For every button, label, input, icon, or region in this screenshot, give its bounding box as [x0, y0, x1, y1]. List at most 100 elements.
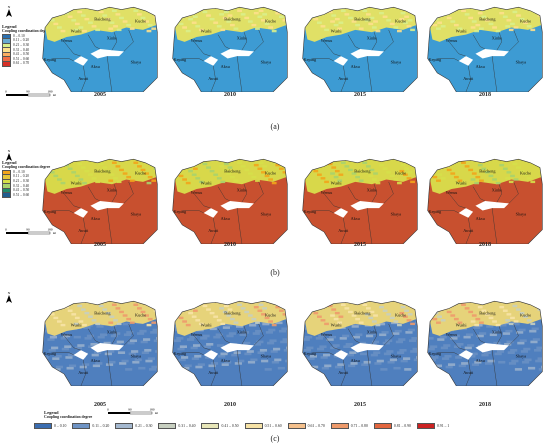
place-label: Wushi — [456, 28, 468, 33]
place-label: Xinhe — [237, 329, 248, 334]
place-label: Wushi — [201, 28, 213, 33]
place-label: Baicheng — [354, 310, 371, 315]
scale-label: 0 — [5, 228, 7, 232]
place-label: Kuche — [135, 171, 146, 176]
map-panel: Legend Coupling coordination degree 0 – 0.… — [0, 149, 550, 290]
place-label: Awati — [78, 76, 89, 81]
place-label: Keping — [429, 351, 442, 356]
place-label: Baicheng — [479, 310, 496, 315]
map-panel: Legend Coupling coordination degree 0 – 0.… — [0, 0, 550, 145]
legend-range: 0.41 – 0.50 — [13, 188, 30, 193]
place-label: Aksu — [221, 216, 231, 221]
legend-range: 0 – 0.10 — [54, 424, 67, 428]
place-label: Awati — [463, 76, 474, 81]
map-legend: Legend Coupling coordination degree — [44, 410, 92, 420]
year-label: 2010 — [224, 402, 236, 408]
legend-item: 0.81 – 0.90 — [373, 423, 411, 429]
scale-label: 0 — [107, 408, 109, 412]
place-label: Keping — [174, 57, 187, 62]
legend-swatch — [373, 423, 392, 429]
panel-label: (a) — [270, 122, 280, 131]
legend-subtitle: Coupling coordination degree — [2, 165, 51, 169]
region-map: Wushi Baicheng Kuche Wensu Xinhe Aksu Shaya Awa… — [302, 158, 418, 244]
year-label: 2015 — [354, 242, 366, 248]
region-map: Wushi Baicheng Kuche Wensu Xinhe Aksu Shaya Awa… — [172, 300, 288, 386]
place-label: Xinhe — [237, 187, 248, 192]
place-label: Keping — [174, 351, 187, 356]
region-map: Wushi Baicheng Kuche Wensu Xinhe Aksu Shaya Awa… — [302, 300, 418, 386]
place-label: Xinhe — [367, 187, 378, 192]
place-label: Keping — [429, 57, 442, 62]
legend-range: 0.11 – 0.20 — [92, 424, 110, 428]
place-label: Kuche — [395, 171, 406, 176]
scale-label: 0 — [5, 90, 7, 94]
place-label: Wensu — [446, 332, 458, 337]
region-map: Wushi Baicheng Kuche Wensu Xinhe Aksu Shaya Awa… — [42, 300, 158, 386]
legend-swatch — [158, 423, 177, 429]
place-label: Xinhe — [367, 35, 378, 40]
legend-range: 0 – 0.10 — [13, 169, 25, 174]
place-label: Wensu — [321, 38, 333, 43]
place-label: Kuche — [265, 19, 276, 24]
place-label: Xinhe — [492, 187, 503, 192]
place-label: Aksu — [91, 358, 101, 363]
region-map: Wushi Baicheng Kuche Wensu Xinhe Aksu Shaya Awa… — [427, 158, 543, 244]
map-panel: N Wushi Baicheng Kuche Wensu Xinhe Aksu Shaya Aw… — [0, 290, 550, 446]
panel-label: (b) — [270, 268, 280, 277]
legend-range: 0.31 – 0.40 — [13, 47, 30, 52]
legend-swatch — [34, 423, 52, 429]
scale-label: 90 — [26, 228, 30, 232]
place-label: Wushi — [456, 322, 468, 327]
north-label: N — [8, 149, 11, 153]
place-label: Awati — [208, 228, 219, 233]
year-label: 2018 — [479, 402, 491, 408]
place-label: Baicheng — [94, 310, 111, 315]
legend-swatch — [2, 61, 11, 67]
year-label: 2005 — [94, 402, 106, 408]
place-label: Kuche — [135, 19, 146, 24]
place-label: Xinhe — [107, 329, 118, 334]
place-label: Baicheng — [94, 16, 111, 21]
legend-item: 0.51 – 0.60 — [244, 423, 282, 429]
legend-range: 0 – 0.10 — [13, 33, 25, 38]
place-label: Shaya — [261, 211, 272, 216]
place-label: Wensu — [446, 190, 458, 195]
place-label: Wushi — [331, 180, 343, 185]
place-label: Wushi — [456, 180, 468, 185]
place-label: Baicheng — [94, 168, 111, 173]
legend-item: 0.91 – 1 — [416, 423, 449, 429]
place-label: Wensu — [321, 332, 333, 337]
place-label: Shaya — [131, 353, 142, 358]
legend-range: 0.51 – 0.60 — [13, 192, 30, 197]
place-label: Xinhe — [107, 187, 118, 192]
legend-swatch — [115, 423, 134, 429]
place-label: Aksu — [476, 216, 486, 221]
place-label: Wushi — [331, 322, 343, 327]
legend-subtitle: Coupling coordination degree — [44, 415, 93, 419]
year-label: 2010 — [224, 92, 236, 98]
place-label: Aksu — [221, 64, 231, 69]
legend-item: 0.51 – 0.60 — [2, 192, 50, 199]
legend-title: Legend — [2, 160, 17, 165]
legend-range: 0.41 – 0.50 — [13, 52, 30, 57]
legend-swatch — [201, 423, 220, 429]
place-label: Kuche — [265, 171, 276, 176]
scale-label: 180 — [47, 90, 52, 94]
legend-range: 0.71 – 0.80 — [350, 424, 368, 428]
place-label: Aksu — [91, 216, 101, 221]
map-legend: Legend Coupling coordination degree 0 – 0.… — [2, 160, 51, 199]
legend-range: 0.31 – 0.40 — [13, 183, 30, 188]
year-label: 2015 — [354, 402, 366, 408]
place-label: Baicheng — [224, 16, 241, 21]
place-label: Keping — [44, 209, 57, 214]
region-map: Wushi Baicheng Kuche Wensu Xinhe Aksu Shaya Awa… — [172, 158, 288, 244]
place-label: Wushi — [331, 28, 343, 33]
place-label: Awati — [338, 228, 349, 233]
place-label: Baicheng — [224, 310, 241, 315]
place-label: Wushi — [201, 180, 213, 185]
place-label: Keping — [44, 57, 57, 62]
place-label: Wushi — [71, 322, 83, 327]
place-label: Wensu — [61, 190, 73, 195]
legend-range: 0.61 – 0.70 — [307, 424, 325, 428]
